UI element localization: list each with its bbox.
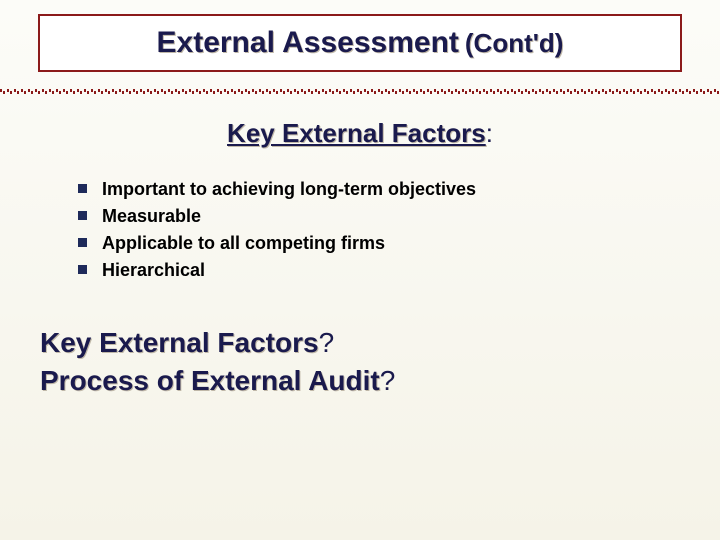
bullet-text: Applicable to all competing firms [102, 233, 385, 253]
subtitle: Key External Factors: [0, 118, 720, 149]
bullet-icon [78, 211, 87, 220]
subtitle-colon: : [486, 118, 493, 148]
divider-line [0, 88, 720, 94]
title-suffix: (Cont'd) [465, 28, 564, 59]
bullet-text: Important to achieving long-term objecti… [102, 179, 476, 199]
subtitle-text: Key External Factors [227, 118, 486, 148]
question-line: Process of External Audit? [40, 362, 395, 400]
list-item: Hierarchical [78, 257, 476, 284]
bullet-icon [78, 238, 87, 247]
list-item: Applicable to all competing firms [78, 230, 476, 257]
bullet-text: Hierarchical [102, 260, 205, 280]
bullet-list: Important to achieving long-term objecti… [78, 176, 476, 284]
list-item: Measurable [78, 203, 476, 230]
title-main: External Assessment [157, 26, 459, 60]
slide: External Assessment (Cont'd) Key Externa… [0, 0, 720, 540]
question-text: Process of External Audit [40, 365, 380, 396]
question-block: Key External Factors? Process of Externa… [40, 324, 395, 400]
question-mark: ? [319, 327, 335, 358]
list-item: Important to achieving long-term objecti… [78, 176, 476, 203]
bullet-icon [78, 184, 87, 193]
bullet-text: Measurable [102, 206, 201, 226]
title-box: External Assessment (Cont'd) [38, 14, 682, 72]
question-mark: ? [380, 365, 396, 396]
bullet-icon [78, 265, 87, 274]
question-line: Key External Factors? [40, 324, 395, 362]
question-text: Key External Factors [40, 327, 319, 358]
